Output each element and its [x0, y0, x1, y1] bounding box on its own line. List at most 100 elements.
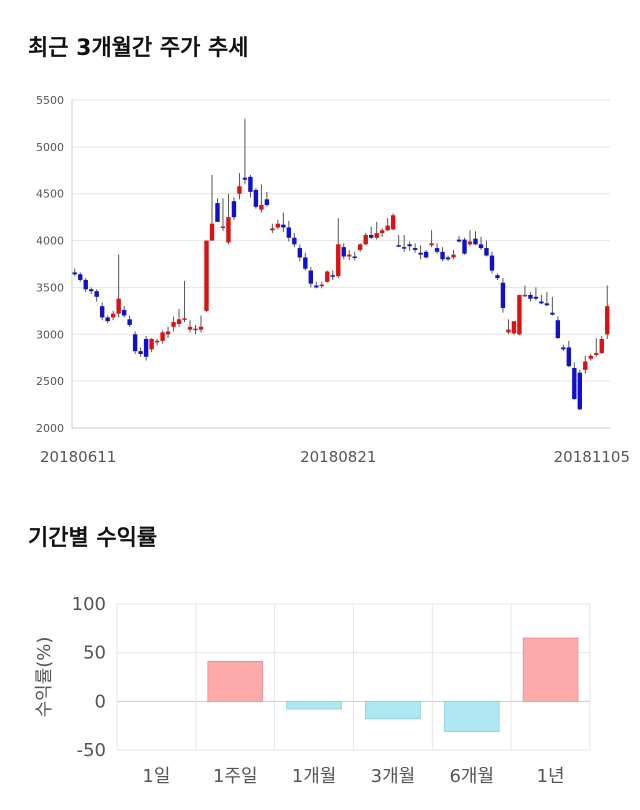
candle — [544, 292, 550, 307]
candle — [352, 251, 357, 261]
candle — [390, 213, 396, 231]
candle — [303, 252, 308, 271]
candle — [165, 326, 171, 339]
candle-body — [550, 312, 555, 315]
candle — [374, 221, 379, 240]
candle-body — [445, 257, 451, 260]
returns-bar-chart: 100 50 0 -50 1일 1주일 1개월 3개월 6개월 1년 수익률(%) — [34, 594, 591, 787]
candle-body — [594, 353, 599, 355]
candle-body — [599, 338, 604, 354]
candle-body — [127, 319, 132, 325]
x-tick-label: 1개월 — [292, 766, 337, 787]
x-tick-label: 1주일 — [213, 766, 258, 787]
return-bar — [286, 700, 342, 710]
candle-body — [89, 289, 94, 292]
x-tick-label: 20180611 — [40, 448, 116, 466]
candle — [495, 273, 500, 280]
candle — [292, 233, 297, 248]
candle — [434, 243, 440, 254]
candle — [314, 281, 319, 289]
candle — [226, 193, 231, 245]
candle — [599, 336, 604, 354]
candle-body — [215, 203, 220, 222]
candle — [281, 212, 286, 233]
y-tick-label: 2000 — [36, 422, 64, 435]
candle — [275, 219, 281, 230]
candle — [94, 289, 99, 302]
candle — [182, 280, 187, 323]
period-returns-heading: 기간별 수익률 — [28, 526, 158, 551]
candle — [259, 184, 264, 213]
candle-body — [187, 326, 193, 330]
candle-body — [308, 270, 314, 284]
x-tick-label: 1일 — [142, 766, 170, 787]
candle-body — [467, 241, 473, 245]
candle — [368, 226, 374, 239]
candle-body — [528, 294, 533, 299]
candle — [555, 316, 561, 339]
candle-body — [605, 306, 610, 335]
candlestick-x-axis: 20180611 20180821 20181105 — [40, 448, 630, 466]
y-tick-label: 100 — [72, 594, 106, 615]
candle-body — [281, 224, 286, 228]
candle-body — [314, 285, 319, 288]
candle-body — [539, 301, 544, 304]
candle-body — [588, 355, 593, 359]
candle — [215, 198, 220, 222]
candle-body — [341, 247, 346, 257]
candle-body — [429, 243, 434, 246]
candle-body — [226, 217, 231, 243]
candle-body — [165, 331, 171, 335]
candle-body — [154, 340, 160, 343]
candle — [572, 362, 577, 400]
candle — [171, 316, 176, 332]
candle-body — [462, 239, 467, 254]
bar-grid — [116, 603, 591, 751]
candle-body — [396, 245, 401, 247]
candle-body — [407, 244, 412, 247]
candle-body — [204, 240, 209, 311]
candle-body — [286, 227, 292, 238]
candle-body — [401, 247, 407, 249]
candle — [605, 285, 610, 339]
candle-body — [116, 298, 121, 314]
candle — [423, 249, 429, 259]
candle — [484, 240, 489, 257]
candle-body — [303, 257, 308, 269]
candle — [429, 230, 434, 248]
candle — [83, 278, 88, 293]
candlestick-chart: 2000 2500 3000 3500 4000 4500 5000 5500 2018061… — [36, 94, 630, 466]
candle-body — [390, 215, 396, 230]
candle-body — [149, 338, 154, 350]
return-bar — [365, 700, 421, 720]
candle-body — [379, 230, 385, 234]
candle — [500, 278, 506, 313]
candle-body — [577, 372, 583, 410]
candle — [363, 233, 368, 246]
candle — [105, 315, 110, 324]
candle — [149, 338, 154, 353]
candle — [445, 255, 451, 262]
y-tick-label: 4000 — [36, 235, 64, 248]
return-bar — [443, 700, 500, 732]
candle-body — [572, 368, 577, 399]
candle-body — [220, 226, 226, 229]
y-tick-label: 0 — [95, 691, 106, 712]
candle-body — [171, 322, 176, 327]
candle-body — [500, 282, 506, 309]
candle — [358, 243, 363, 252]
candle-body — [138, 351, 143, 354]
candle — [237, 173, 242, 200]
candle — [220, 198, 226, 232]
bar-x-axis: 1일 1주일 1개월 3개월 6개월 1년 — [142, 766, 564, 787]
candle — [506, 319, 511, 335]
candle-body — [264, 199, 270, 205]
candle-body — [78, 274, 83, 280]
candle-body — [418, 252, 423, 255]
candle-body — [363, 234, 368, 245]
candle — [401, 234, 407, 252]
candle-body — [297, 248, 303, 258]
candle-body — [160, 332, 165, 341]
y-tick-label: 4500 — [36, 188, 64, 201]
candle — [154, 338, 160, 346]
